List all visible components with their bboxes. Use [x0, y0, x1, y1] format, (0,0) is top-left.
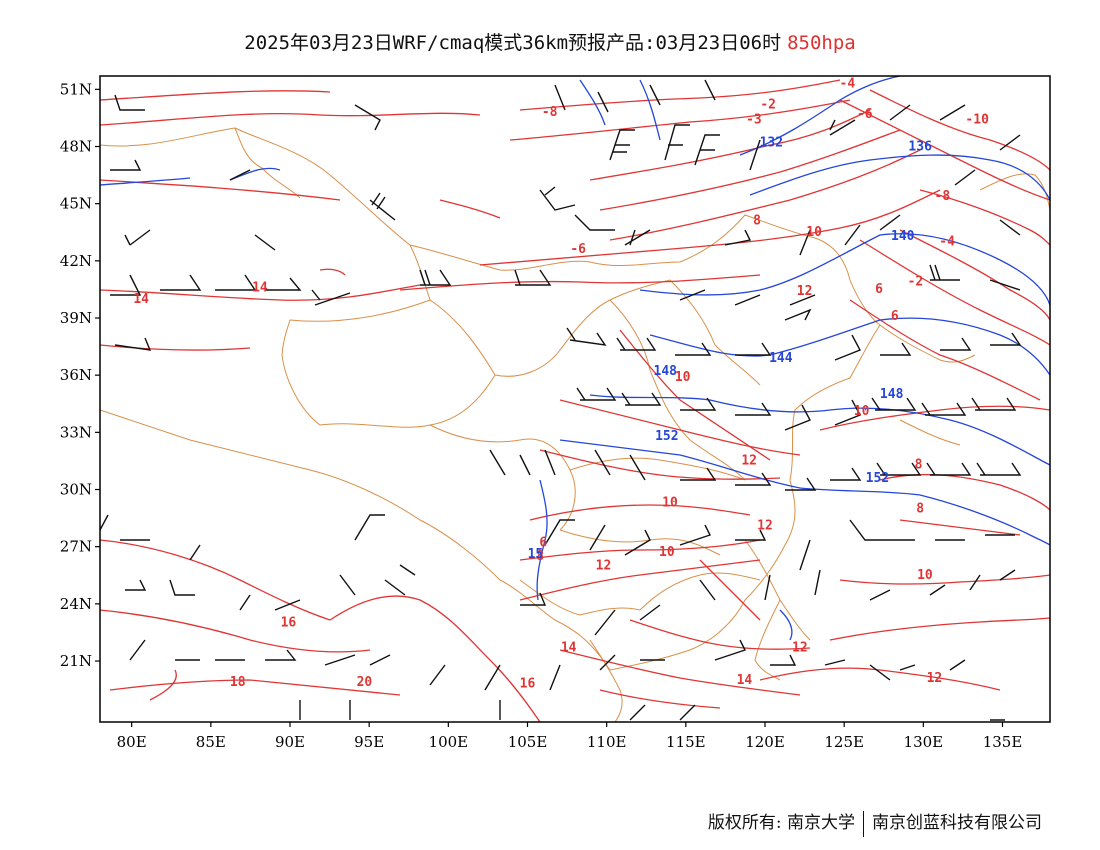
height-label: 140 [891, 229, 915, 244]
temperature-label: -8 [935, 189, 951, 204]
temperature-label: 10 [662, 496, 678, 511]
temperature-label: 18 [230, 675, 246, 690]
lon-tick-label: 105E [508, 733, 548, 751]
lon-tick-label: 80E [117, 733, 147, 751]
lat-tick-label: 33N [60, 423, 92, 441]
height-label: 136 [908, 139, 932, 154]
credit-nju: 版权所有: 南京大学 [707, 813, 855, 833]
temperature-label: 16 [281, 616, 297, 631]
lon-tick-label: 115E [666, 733, 706, 751]
lon-tick-label: 90E [275, 733, 305, 751]
temperature-label: -4 [939, 235, 955, 250]
temperature-label: 12 [757, 519, 773, 534]
temperature-label: 8 [753, 214, 761, 229]
lat-tick-label: 39N [60, 309, 92, 327]
temperature-label: 12 [792, 640, 808, 655]
temperature-label: -2 [760, 97, 776, 112]
temperature-label: 8 [915, 458, 923, 473]
title-main: 2025年03月23日WRF/cmaq模式36km预报产品:03月23日06时 [244, 32, 782, 54]
temperature-label: 14 [133, 292, 149, 307]
temperature-label: 10 [806, 225, 822, 240]
temperature-label: 8 [536, 549, 544, 564]
lat-tick-label: 27N [60, 538, 92, 556]
temperature-label: 20 [357, 675, 373, 690]
lon-tick-label: 130E [904, 733, 944, 751]
temperature-label: -2 [908, 275, 924, 290]
border-lines [100, 127, 1050, 722]
plot-frame [99, 75, 1051, 723]
temperature-label: 14 [737, 673, 753, 688]
lat-tick-label: 42N [60, 252, 92, 270]
temperature-label: 12 [797, 284, 813, 299]
title-level: 850hpa [787, 32, 856, 54]
credit-separator [863, 810, 864, 837]
temperature-label: 6 [875, 282, 883, 297]
map-title: 2025年03月23日WRF/cmaq模式36km预报产品:03月23日06时 8… [0, 28, 1100, 55]
temperature-label: 12 [927, 671, 943, 686]
height-label: 15 [528, 547, 544, 562]
lon-tick-label: 95E [354, 733, 384, 751]
lat-tick-label: 21N [60, 652, 92, 670]
temperature-label: 6 [539, 536, 547, 551]
footer-credit: 版权所有: 南京大学 南京创蓝科技有限公司 [708, 808, 1042, 837]
lon-tick-label: 125E [824, 733, 864, 751]
temperature-label: 14 [561, 640, 577, 655]
lon-tick-label: 85E [196, 733, 226, 751]
temperature-label: 10 [659, 545, 675, 560]
temperature-label: -10 [965, 113, 989, 128]
lat-tick-label: 45N [60, 195, 92, 213]
height-label: 148 [654, 364, 678, 379]
lat-tick-label: 36N [60, 366, 92, 384]
longitude-axis: 80E 85E 90E 95E 100E 105E 110E 115E 120E 125E 130E… [117, 722, 1023, 751]
height-labels: 132 136 140 144 148 148 152 152 15 [528, 136, 932, 563]
temperature-label: -4 [840, 76, 856, 91]
height-label: 132 [760, 136, 783, 151]
temperature-label: 14 [252, 280, 268, 295]
temperature-label: 12 [596, 559, 612, 574]
lat-tick-label: 48N [60, 138, 92, 156]
temperature-label: -6 [857, 107, 873, 122]
temperature-label: 12 [741, 454, 757, 469]
height-label: 152 [866, 471, 889, 486]
height-label: 152 [655, 429, 678, 444]
temperature-contours [100, 79, 1050, 722]
lon-tick-label: 100E [429, 733, 469, 751]
temperature-label: 10 [675, 370, 691, 385]
temperature-label: 16 [520, 677, 536, 692]
height-contours [100, 76, 1050, 641]
lat-tick-label: 30N [60, 481, 92, 499]
latitude-axis: 51N 48N 45N 42N 39N 36N 33N 30N 27N 24N 21N [60, 80, 100, 670]
temperature-label: -6 [570, 242, 586, 257]
temperature-label: -8 [542, 105, 558, 120]
lat-tick-label: 24N [60, 595, 92, 613]
lat-tick-label: 51N [60, 80, 92, 98]
lon-tick-label: 135E [983, 733, 1023, 751]
wind-barbs [100, 79, 1022, 721]
temperature-label: -3 [746, 113, 762, 128]
credit-company: 南京创蓝科技有限公司 [872, 813, 1042, 833]
temperature-label: 6 [891, 309, 899, 324]
temperature-label: 10 [854, 404, 870, 419]
temperature-label: 8 [916, 501, 924, 516]
height-label: 144 [769, 351, 793, 366]
lon-tick-label: 120E [745, 733, 785, 751]
temperature-label: 10 [917, 568, 933, 583]
lon-tick-label: 110E [587, 733, 627, 751]
height-label: 148 [880, 387, 904, 402]
